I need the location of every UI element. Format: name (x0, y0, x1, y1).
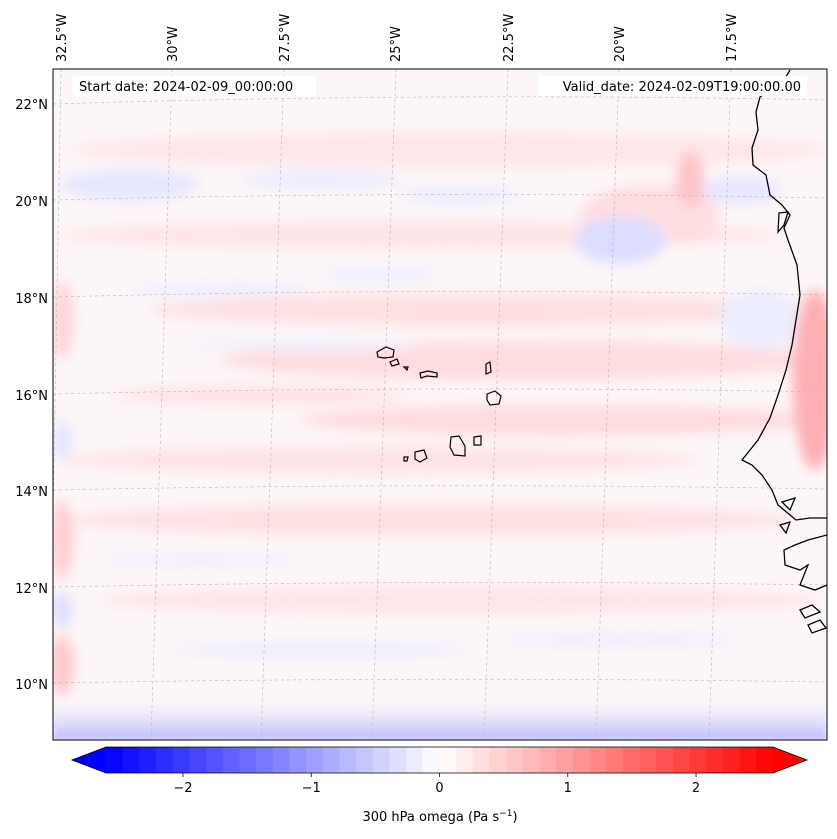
island-maio (473, 435, 482, 446)
colorbar-cells (106, 747, 774, 773)
island-santiago (449, 435, 466, 457)
lon-label: 22.5°W (502, 14, 517, 62)
island-boa-vista (486, 390, 502, 406)
latitude-labels: 22°N 20°N 18°N 16°N 14°N 12°N 10°N (15, 98, 48, 693)
lat-label: 20°N (15, 195, 48, 210)
lat-label: 18°N (15, 292, 48, 307)
lon-label: 32.5°W (55, 14, 70, 62)
colorbar-cell (739, 747, 757, 773)
colorbar-label-exponent: −1 (499, 809, 512, 819)
colorbar-cell (172, 747, 190, 773)
colorbar-cell (356, 747, 374, 773)
colorbar-tick-label: 1 (564, 781, 572, 796)
colorbar-tick-label: −1 (302, 781, 321, 796)
island-santa-luzia (402, 366, 409, 372)
colorbar-cell (572, 747, 591, 773)
colorbar-cell (239, 747, 257, 773)
colorbar-cell (372, 747, 391, 773)
colorbar: −2 −1 0 1 2 300 hPa omega (Pa s−1) (70, 746, 809, 825)
start-date-box (73, 76, 316, 96)
colorbar-label: 300 hPa omega (Pa s−1) (362, 809, 517, 825)
lat-label: 22°N (15, 98, 48, 113)
island-sal (485, 361, 492, 375)
colorbar-cell (522, 747, 541, 773)
colorbar-cell (339, 747, 357, 773)
lat-label: 14°N (15, 485, 48, 500)
colorbar-ticks: −2 −1 0 1 2 (173, 773, 700, 796)
colorbar-cell (556, 747, 574, 773)
colorbar-tick-label: −2 (173, 781, 192, 796)
colorbar-cell (256, 747, 274, 773)
lon-label: 27.5°W (278, 14, 293, 62)
colorbar-cell (639, 747, 657, 773)
colorbar-cell (406, 747, 424, 773)
island-sao-nicolau (419, 370, 438, 379)
colorbar-cell (389, 747, 407, 773)
colorbar-cell (656, 747, 674, 773)
colorbar-tick-label: 2 (692, 781, 700, 796)
colorbar-cell (756, 747, 774, 773)
colorbar-cell (689, 747, 707, 773)
lat-label: 12°N (15, 582, 48, 597)
colorbar-cell (722, 747, 741, 773)
colorbar-cell (489, 747, 507, 773)
lon-label: 30°W (166, 26, 181, 62)
colorbar-cell (306, 747, 324, 773)
colorbar-cell (122, 747, 140, 773)
southern-blue-band (53, 700, 827, 740)
colorbar-cell (139, 747, 157, 773)
colorbar-cell (606, 747, 624, 773)
colorbar-cell (422, 747, 441, 773)
colorbar-cell (106, 747, 124, 773)
colorbar-cell (672, 747, 691, 773)
colorbar-cell (189, 747, 207, 773)
valid-date-box (538, 76, 807, 96)
map-frame (52, 68, 828, 741)
colorbar-cell (322, 747, 341, 773)
map-panel: Start date: 2024-02-09_00:00:00 Valid_da… (53, 69, 827, 740)
colorbar-high-extend (773, 747, 807, 773)
colorbar-cell (272, 747, 291, 773)
island-fogo (414, 449, 428, 463)
colorbar-cell (622, 747, 641, 773)
start-date-text: Start date: 2024-02-09_00:00:00 (79, 80, 293, 95)
island-santo-antao (376, 346, 395, 359)
cape-verde-islands (376, 346, 502, 463)
lon-label: 25°W (389, 26, 404, 62)
colorbar-cell (206, 747, 224, 773)
lon-label: 20°W (613, 26, 628, 62)
valid-date-text: Valid_date: 2024-02-09T19:00:00.00 (563, 80, 801, 95)
colorbar-outline (70, 746, 809, 774)
colorbar-low-extend (72, 747, 106, 773)
colorbar-cell (706, 747, 724, 773)
colorbar-cell (456, 747, 474, 773)
lat-label: 10°N (15, 678, 48, 693)
coastline (740, 69, 827, 634)
gridlines (53, 69, 827, 740)
longitude-labels: 32.5°W 30°W 27.5°W 25°W 22.5°W 20°W 17.5… (55, 14, 740, 62)
island-brava (403, 456, 409, 462)
colorbar-cell (156, 747, 174, 773)
colorbar-cell (439, 747, 457, 773)
colorbar-cell (472, 747, 491, 773)
lat-label: 16°N (15, 389, 48, 404)
colorbar-cell (289, 747, 307, 773)
colorbar-cell (506, 747, 524, 773)
colorbar-cell (539, 747, 557, 773)
lon-label: 17.5°W (725, 14, 740, 62)
island-sao-vicente (389, 358, 400, 367)
omega-field (53, 132, 827, 695)
colorbar-cell (222, 747, 241, 773)
colorbar-cell (589, 747, 607, 773)
colorbar-tick-label: 0 (435, 781, 443, 796)
